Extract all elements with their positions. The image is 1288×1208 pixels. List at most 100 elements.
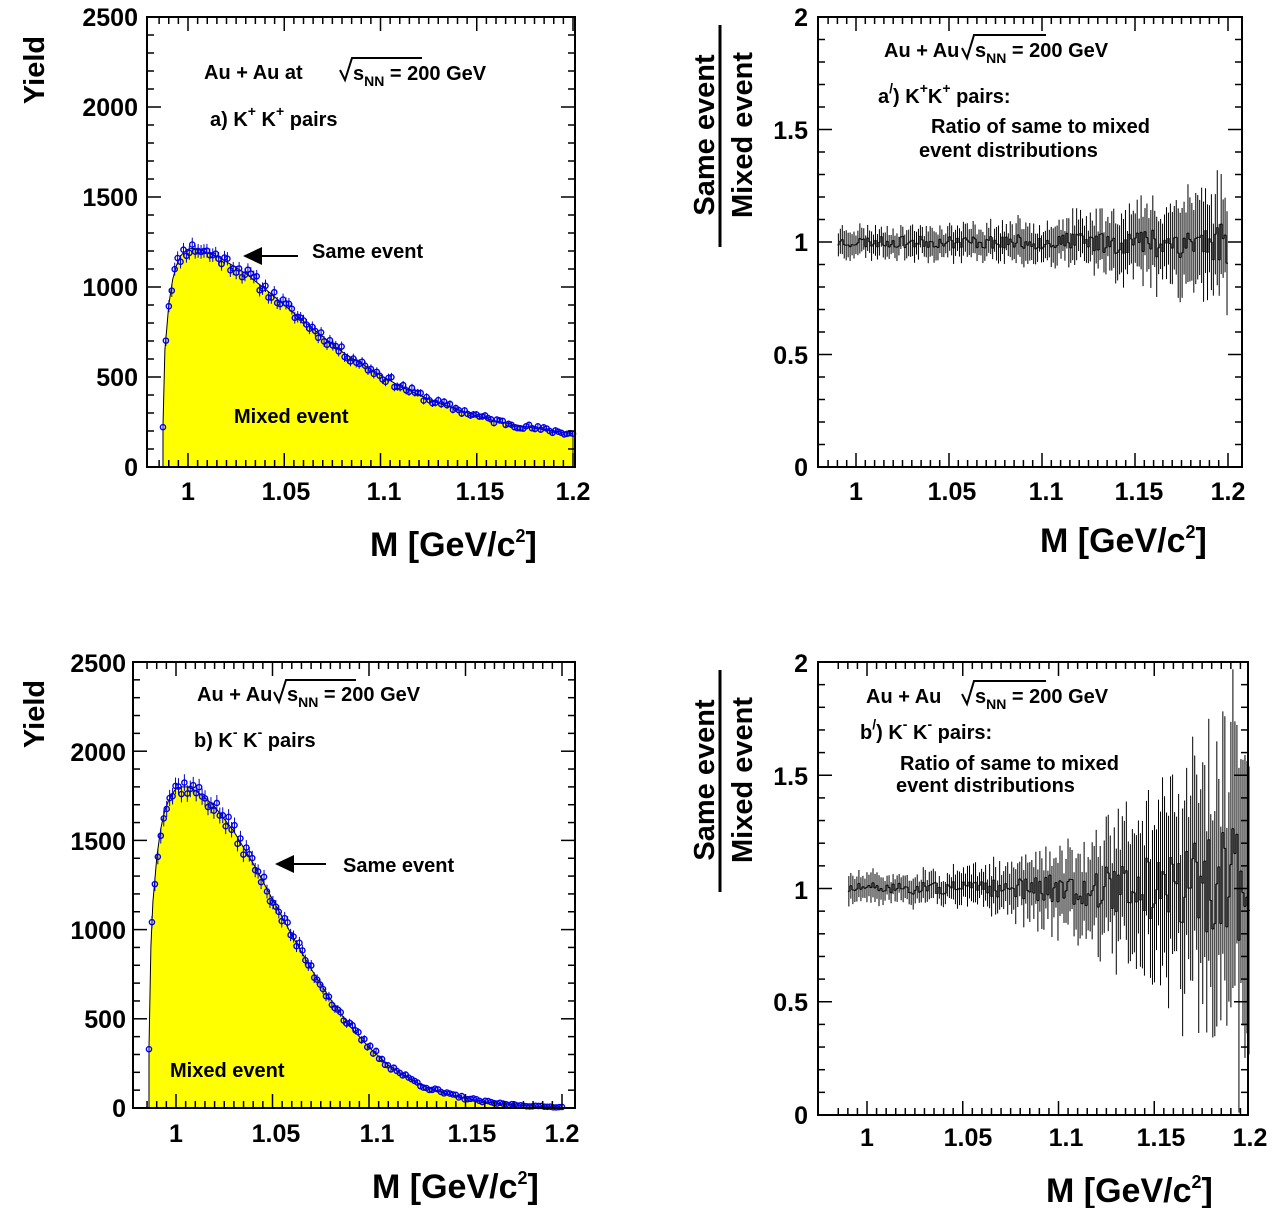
- panel-a-prime-xtick-2: 1.05: [928, 478, 977, 506]
- panel-a-prime-xtick-4: 1.15: [1115, 478, 1164, 506]
- same-event-point: [201, 795, 209, 802]
- panel-a: 1 1.05 1.1 1.15 1.2 0 500 1000 1500 2000…: [19, 4, 590, 564]
- panel-a-prime-desc-2: event distributions: [919, 140, 1098, 162]
- same-event-point: [325, 993, 333, 1000]
- panel-b-ylabel: Yield: [19, 680, 51, 748]
- panel-a-xtick-3: 1.1: [367, 478, 402, 506]
- panel-b-prime-sqrt-icon: [961, 680, 1046, 707]
- panel-b-same-label: Same event: [343, 855, 455, 877]
- same-event-point: [367, 365, 375, 373]
- same-event-point: [275, 908, 283, 916]
- panel-b-prime-xlabel: M [GeV/c2]: [1046, 1172, 1213, 1208]
- panel-b-ytick-0: 0: [112, 1095, 126, 1123]
- panel-b-prime-system-label: Au + Au: [866, 686, 941, 708]
- same-event-point: [159, 423, 167, 431]
- same-event-point: [213, 799, 221, 807]
- same-event-point: [224, 255, 231, 263]
- same-event-point: [145, 1045, 153, 1053]
- panel-a-xtick-4: 1.15: [456, 478, 505, 506]
- panel-a-ytick-1000: 1000: [82, 274, 138, 302]
- panel-b-prime: 1 1.05 1.1 1.15 1.2 0 0.5 1 1.5 2 Same e…: [689, 650, 1267, 1208]
- same-event-point: [160, 815, 168, 822]
- same-event-point: [284, 919, 291, 926]
- panel-a-prime-xlabel: M [GeV/c2]: [1040, 522, 1207, 560]
- same-event-point: [254, 868, 262, 875]
- panel-b-xtick-4: 1.15: [448, 1120, 497, 1148]
- panel-b-prime-ytick-0: 0: [794, 1102, 808, 1130]
- same-event-point: [181, 779, 188, 786]
- same-event-point: [319, 985, 327, 993]
- panel-b-xtick-5: 1.2: [545, 1120, 580, 1148]
- panel-b-prime-pair-label: b/) K- K- pairs:: [860, 716, 992, 744]
- same-event-point: [148, 918, 156, 926]
- same-event-point: [366, 1042, 374, 1050]
- panel-a-system-label: Au + Au at: [204, 62, 303, 84]
- panel-a-prime: 1 1.05 1.1 1.15 1.2 0 0.5 1 1.5 2 Same e…: [689, 4, 1245, 560]
- panel-b-system-label: Au + Au: [197, 684, 272, 706]
- panel-a-xtick-1: 1: [181, 478, 195, 506]
- panel-b-ytick-1500: 1500: [70, 828, 126, 856]
- panel-a-ytick-2000: 2000: [82, 94, 138, 122]
- same-event-point: [168, 287, 176, 294]
- same-event-point: [399, 381, 407, 389]
- panel-b-xtick-2: 1.05: [252, 1120, 301, 1148]
- panel-b-prime-ytick-2: 2: [794, 650, 808, 678]
- panel-a-xtick-2: 1.05: [262, 478, 311, 506]
- same-event-point: [260, 873, 268, 881]
- same-event-point: [378, 1055, 386, 1063]
- panel-b-ytick-2500: 2500: [70, 650, 126, 678]
- panel-a-prime-system-label: Au + Au: [884, 40, 959, 62]
- panel-b-prime-desc-1: Ratio of same to mixed: [900, 753, 1119, 775]
- panel-a-ticks: [147, 16, 575, 468]
- same-event-point: [165, 302, 173, 310]
- panel-b-prime-ytick-05: 0.5: [773, 989, 808, 1017]
- panel-b-prime-sqrt-s: sNN = 200 GeV: [975, 686, 1109, 712]
- same-event-point: [270, 288, 278, 296]
- panel-b-ytick-500: 500: [84, 1006, 126, 1034]
- same-event-point: [408, 384, 416, 392]
- panel-a-ylabel: Yield: [19, 36, 51, 104]
- same-event-point: [307, 962, 315, 969]
- same-event-point: [253, 272, 260, 280]
- panel-b-ytick-2000: 2000: [70, 739, 126, 767]
- same-event-point: [219, 811, 227, 819]
- same-event-point: [446, 400, 454, 408]
- panel-a-pair-label: a) K+ K+ pairs: [210, 103, 338, 131]
- panel-a-prime-pair-label: a/) K+K+ pairs:: [878, 80, 1011, 108]
- panel-a-prime-ytick-2: 2: [794, 4, 808, 32]
- panel-b-prime-desc-2: event distributions: [896, 775, 1075, 797]
- same-event-point: [355, 1028, 362, 1036]
- same-event-point: [299, 947, 306, 954]
- same-event-point: [177, 258, 184, 266]
- panel-b-prime-xtick-2: 1.05: [944, 1124, 993, 1152]
- same-event-point: [349, 1022, 356, 1029]
- panel-b-frame: [132, 661, 576, 1109]
- same-event-point: [222, 822, 229, 830]
- panel-a-prime-ytick-05: 0.5: [773, 342, 808, 370]
- panel-a-sqrt-s: sNN = 200 GeV: [353, 63, 487, 89]
- same-event-point: [288, 305, 296, 313]
- same-event-point: [151, 880, 159, 888]
- same-event-point: [372, 1047, 380, 1055]
- panel-a-prime-marks: [837, 170, 1228, 316]
- mixed-event-fill: [162, 247, 574, 468]
- panel-a-ytick-1500: 1500: [82, 184, 138, 212]
- same-event-point: [188, 241, 196, 248]
- panel-b-prime-ylabel-den: Mixed event: [727, 697, 759, 863]
- panel-b-ticks: [133, 661, 575, 1109]
- same-event-point: [326, 336, 334, 344]
- same-event-point: [417, 389, 425, 397]
- panel-a-xtick-5: 1.2: [556, 478, 591, 506]
- panel-a-prime-ylabel-num: Same event: [689, 54, 721, 216]
- panel-b-xtick-3: 1.1: [360, 1120, 395, 1148]
- panel-b-pair-label: b) K- K- pairs: [194, 724, 316, 752]
- panel-a-prime-sqrt-icon: [961, 34, 1046, 61]
- panel-a-prime-ytick-1: 1: [794, 229, 808, 257]
- panel-a-sqrt-icon: [339, 57, 422, 83]
- panel-b-sqrt-s: sNN = 200 GeV: [287, 684, 421, 710]
- panel-a-prime-xtick-5: 1.2: [1211, 478, 1246, 506]
- same-event-point: [263, 888, 271, 895]
- panel-b-prime-xtick-3: 1.1: [1049, 1124, 1084, 1152]
- same-event-point: [231, 821, 238, 829]
